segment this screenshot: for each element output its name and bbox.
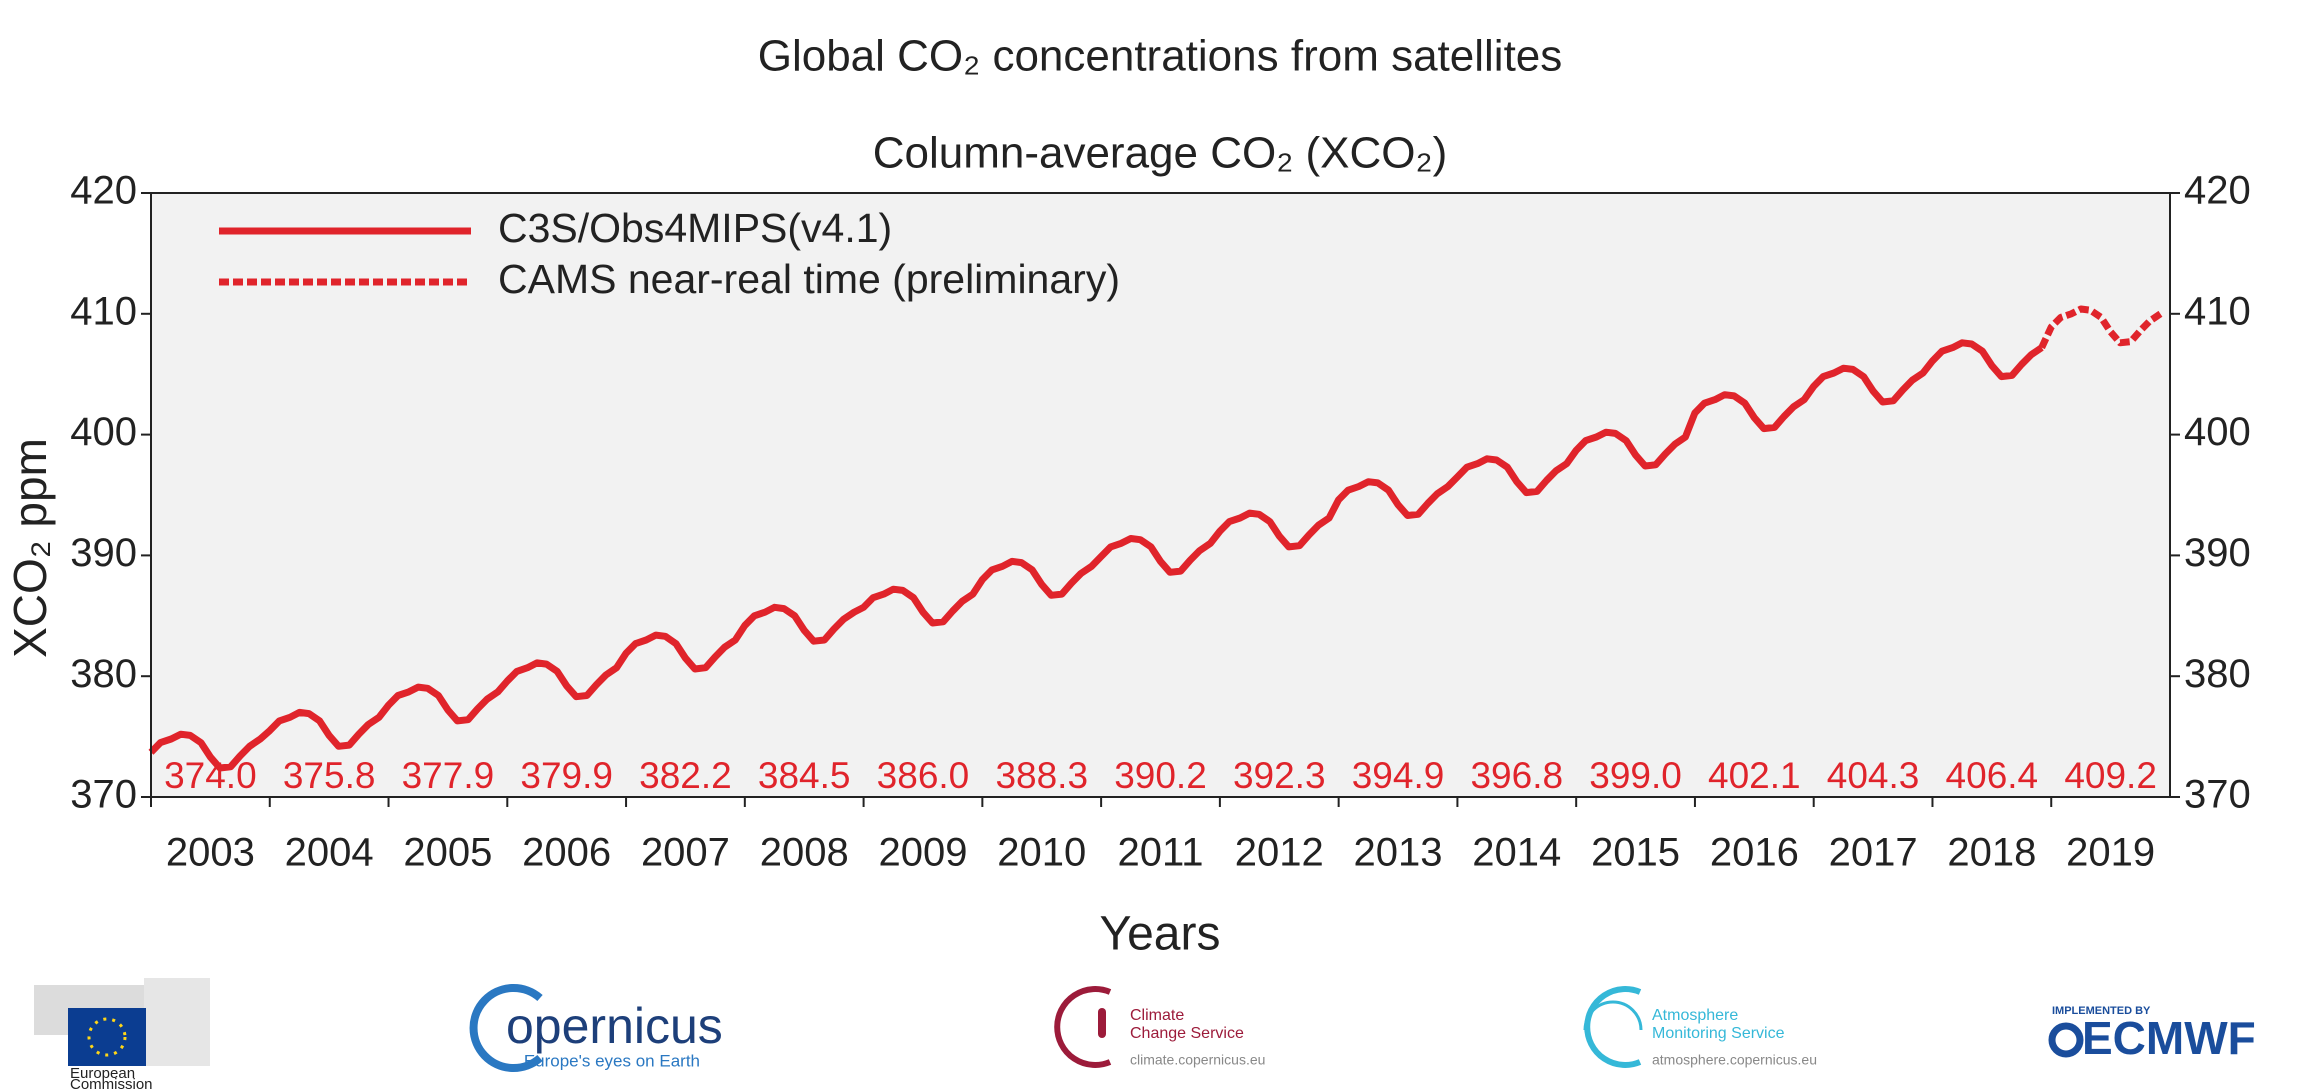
annual-mean-label: 379.9 — [520, 755, 613, 796]
data-line — [2038, 305, 2163, 350]
annual-mean-label: 384.5 — [758, 755, 851, 796]
y-tick-label: 370 — [70, 773, 137, 817]
x-axis-label: Years — [1100, 908, 1221, 961]
y-axis-label: XCO₂ ppm — [4, 438, 56, 658]
annual-mean-label: 390.2 — [1114, 755, 1207, 796]
logo-text: Change Service — [1130, 1025, 1244, 1042]
chart-title: Global CO₂ concentrations from satellite… — [758, 32, 1563, 81]
x-tick-label: 2006 — [522, 831, 611, 875]
x-tick-label: 2019 — [2066, 831, 2155, 875]
logo-climate: Climate Change Service climate.copernicu… — [1054, 986, 1265, 1068]
logo-ecmwf: IMPLEMENTED BY ECMWF — [2048, 1005, 2256, 1064]
x-tick-label: 2015 — [1591, 831, 1680, 875]
y-tick-label: 380 — [70, 652, 137, 696]
x-tick-label: 2012 — [1235, 831, 1324, 875]
annual-mean-label: 392.3 — [1233, 755, 1326, 796]
x-tick-label: 2005 — [403, 831, 492, 875]
annual-mean-label: 374.0 — [164, 755, 257, 796]
logo-text: European — [70, 1065, 135, 1082]
logo-text: Climate — [1130, 1007, 1184, 1024]
x-tick-label: 2010 — [997, 831, 1086, 875]
x-tick-label: 2013 — [1354, 831, 1443, 875]
logo-text: Commission — [70, 1076, 153, 1090]
data-line — [148, 339, 2044, 772]
logo-atmosphere: Atmosphere Monitoring Service atmosphere… — [1583, 986, 1817, 1068]
logo-copernicus: opernicus Europe's eyes on Earth — [469, 984, 723, 1072]
logo-text: IMPLEMENTED BY — [2052, 1005, 2151, 1017]
annual-mean-label: 396.8 — [1470, 755, 1563, 796]
annual-mean-label: 394.9 — [1352, 755, 1445, 796]
annual-mean-label: 406.4 — [1946, 755, 2039, 796]
legend-label: CAMS near-real time (preliminary) — [498, 256, 1120, 302]
y-tick-label: 390 — [70, 531, 137, 575]
x-tick-label: 2003 — [166, 831, 255, 875]
legend-label: C3S/Obs4MIPS(v4.1) — [498, 205, 892, 251]
logo-text: Monitoring Service — [1652, 1025, 1785, 1042]
plot-frame — [150, 192, 2171, 798]
annual-mean-label: 409.2 — [2064, 755, 2157, 796]
annual-mean-label: 402.1 — [1708, 755, 1801, 796]
x-tick-label: 2016 — [1710, 831, 1799, 875]
x-tick-label: 2009 — [878, 831, 967, 875]
y-tick-label: 420 — [70, 169, 137, 213]
x-tick-label: 2008 — [760, 831, 849, 875]
annual-mean-label: 399.0 — [1589, 755, 1682, 796]
logo-text: opernicus — [506, 998, 723, 1054]
y2-tick-label: 370 — [2184, 773, 2251, 817]
logo-text: Atmosphere — [1652, 1007, 1738, 1024]
annual-mean-label: 388.3 — [995, 755, 1088, 796]
logo-text: ECMWF — [2082, 1012, 2256, 1064]
y2-tick-label: 420 — [2184, 169, 2251, 213]
logo-text: climate.copernicus.eu — [1130, 1052, 1265, 1068]
annual-mean-label: 382.2 — [639, 755, 732, 796]
y2-tick-label: 390 — [2184, 531, 2251, 575]
annual-mean-label: 404.3 — [1827, 755, 1920, 796]
x-tick-label: 2004 — [285, 831, 374, 875]
y-tick-label: 410 — [70, 289, 137, 333]
x-tick-label: 2014 — [1472, 831, 1561, 875]
logo-european-commission: European Commission — [34, 978, 210, 1090]
y2-tick-label: 380 — [2184, 652, 2251, 696]
logo-text: atmosphere.copernicus.eu — [1652, 1052, 1817, 1068]
chart-subtitle: Column-average CO₂ (XCO₂) — [873, 129, 1448, 178]
x-tick-label: 2018 — [1947, 831, 2036, 875]
x-tick-label: 2017 — [1829, 831, 1918, 875]
annual-mean-label: 386.0 — [877, 755, 970, 796]
plot-background — [151, 193, 2170, 797]
y2-tick-label: 410 — [2184, 289, 2251, 333]
x-tick-label: 2011 — [1117, 831, 1203, 875]
annual-mean-label: 375.8 — [283, 755, 376, 796]
annual-mean-label: 377.9 — [402, 755, 495, 796]
x-tick-label: 2007 — [641, 831, 730, 875]
logo-text: Europe's eyes on Earth — [524, 1051, 700, 1070]
y-tick-label: 400 — [70, 410, 137, 454]
y2-tick-label: 400 — [2184, 410, 2251, 454]
